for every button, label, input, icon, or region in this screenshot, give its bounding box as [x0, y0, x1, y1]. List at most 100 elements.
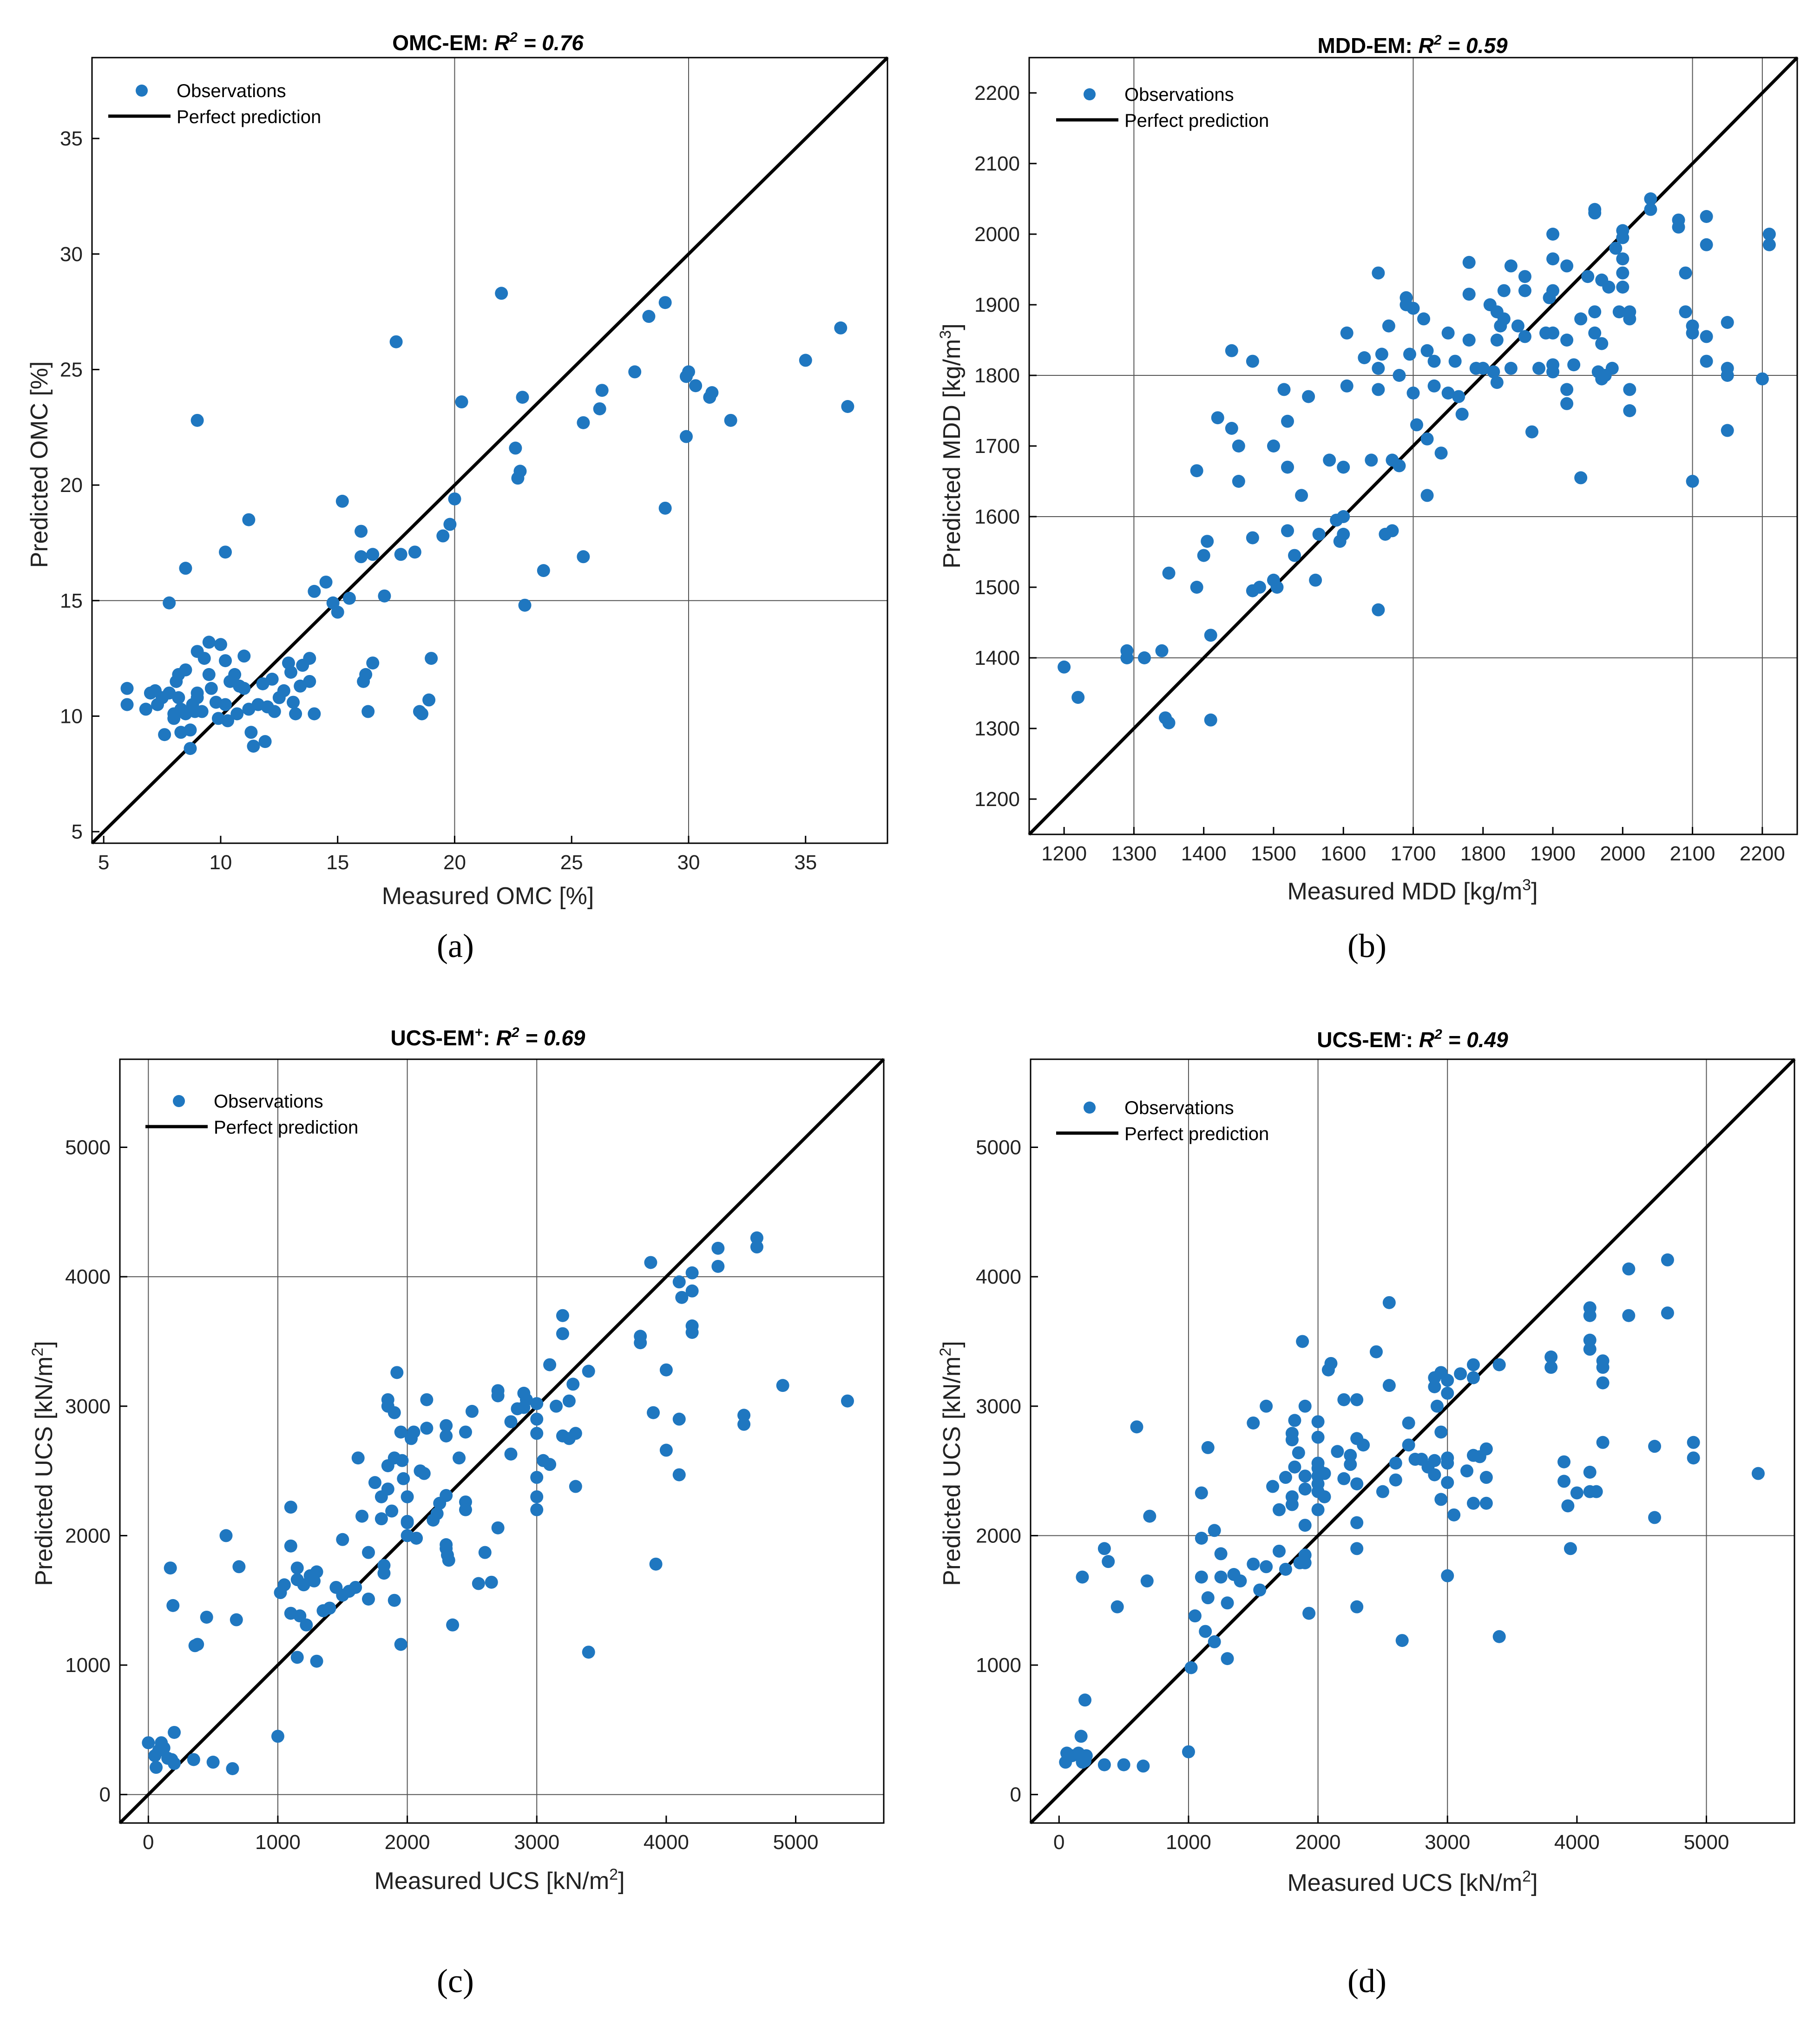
observation-point [221, 714, 235, 728]
observation-point [237, 682, 251, 695]
observation-point [1410, 418, 1424, 432]
observation-point [1417, 312, 1431, 326]
observation-point [202, 668, 216, 681]
legend-label-observations: Observations [1124, 85, 1234, 105]
observation-point [737, 1417, 751, 1431]
observation-point [1311, 1415, 1325, 1429]
observation-point [634, 1336, 647, 1350]
observation-point [1434, 1493, 1448, 1506]
observation-point [1340, 326, 1354, 340]
observation-point [1428, 1468, 1441, 1482]
observation-point [1309, 573, 1322, 587]
observation-point [1357, 1438, 1370, 1452]
observation-point [1337, 460, 1350, 474]
y-tick-label: 4000 [976, 1266, 1021, 1288]
x-tick-label: 10 [209, 851, 232, 874]
observation-point [361, 1592, 375, 1606]
observation-point [1247, 1416, 1260, 1430]
x-axis-label: Measured MDD [kg/m3] [1287, 876, 1537, 905]
observation-point [1700, 354, 1713, 368]
y-tick-label: 1500 [974, 576, 1020, 599]
observation-point [219, 1529, 233, 1542]
observation-point [1078, 1693, 1092, 1707]
observation-point [1546, 228, 1560, 241]
chart-title: UCS-EM+: R2 = 0.69 [391, 1025, 585, 1050]
observation-point [672, 1468, 686, 1482]
observation-point [1679, 266, 1692, 280]
observation-point [1428, 1454, 1441, 1467]
observation-point [230, 707, 244, 721]
observation-point [1567, 358, 1581, 372]
legend: Observations Perfect prediction [108, 81, 321, 127]
observation-point [1272, 1544, 1286, 1558]
observation-point [485, 1575, 498, 1589]
observation-point [1199, 1625, 1212, 1638]
observation-point [682, 365, 695, 379]
observation-point [1546, 326, 1560, 340]
observation-point [308, 707, 321, 721]
observation-point [1525, 425, 1538, 439]
x-tick-label: 1600 [1321, 842, 1366, 865]
observation-point [495, 287, 508, 300]
observation-point [293, 1609, 307, 1623]
observation-point [530, 1412, 544, 1426]
observation-point [1288, 1460, 1301, 1474]
observation-point [530, 1503, 544, 1516]
observation-point [355, 1509, 369, 1523]
x-tick-label: 1300 [1111, 842, 1156, 865]
observation-point [214, 638, 227, 651]
observation-point [390, 1366, 404, 1379]
observation-point [1583, 1309, 1597, 1322]
observation-point [659, 1363, 673, 1377]
observation-point [1386, 524, 1399, 538]
observation-point [1288, 549, 1301, 562]
observation-point [1331, 1445, 1344, 1458]
observation-point [1358, 351, 1371, 364]
observation-point [378, 589, 391, 603]
y-tick-label: 25 [60, 358, 83, 381]
x-tick-label: 1900 [1530, 842, 1576, 865]
grid-lines [120, 1059, 884, 1823]
y-tick-label: 1300 [974, 717, 1020, 740]
observation-point [368, 1476, 381, 1489]
observation-point [349, 1581, 362, 1594]
axis-ticks: 0 1000 2000 3000 4000 5000 0 1000 2000 3000 4000 50… [976, 1136, 1729, 1854]
observation-point [472, 1577, 485, 1590]
observation-point [1454, 1367, 1467, 1381]
observation-point [1402, 1416, 1415, 1430]
observation-point [1570, 1486, 1583, 1500]
observation-point [543, 1358, 557, 1371]
observation-point [166, 1599, 180, 1612]
observation-point [569, 1427, 582, 1440]
observation-point [659, 1443, 673, 1457]
y-tick-label: 1000 [65, 1654, 111, 1677]
x-tick-label: 5000 [1684, 1831, 1729, 1854]
observation-point [1762, 228, 1776, 241]
observation-point [1350, 1600, 1364, 1613]
observation-point [1700, 238, 1713, 251]
observation-point [290, 1561, 304, 1575]
observation-point [1479, 1442, 1493, 1456]
observation-point [504, 1447, 518, 1461]
observation-point [385, 1504, 399, 1518]
observation-point [1253, 581, 1266, 594]
observation-point [1298, 1556, 1312, 1569]
observation-point [1389, 1456, 1402, 1470]
observation-point [366, 548, 380, 561]
observation-point [1204, 629, 1217, 642]
observation-point [1296, 1335, 1309, 1348]
x-tick-label: 2000 [385, 1831, 430, 1854]
observation-point [566, 1377, 580, 1391]
observation-point [1298, 1399, 1312, 1413]
observation-point [1648, 1440, 1662, 1453]
observation-point [1406, 302, 1420, 315]
observation-point [530, 1471, 544, 1484]
observation-point [308, 584, 321, 598]
observation-point [1295, 489, 1308, 502]
chart-title: OMC-EM: R2 = 0.76 [392, 30, 584, 55]
perfect-prediction-line [91, 56, 889, 845]
panel-c: UCS-EM+: R2 = 0.69 0 1000 2000 3000 4000 5000… [29, 1025, 885, 2000]
observation-point [582, 1364, 595, 1378]
observation-point [1574, 312, 1588, 326]
y-tick-label: 1800 [974, 364, 1020, 387]
